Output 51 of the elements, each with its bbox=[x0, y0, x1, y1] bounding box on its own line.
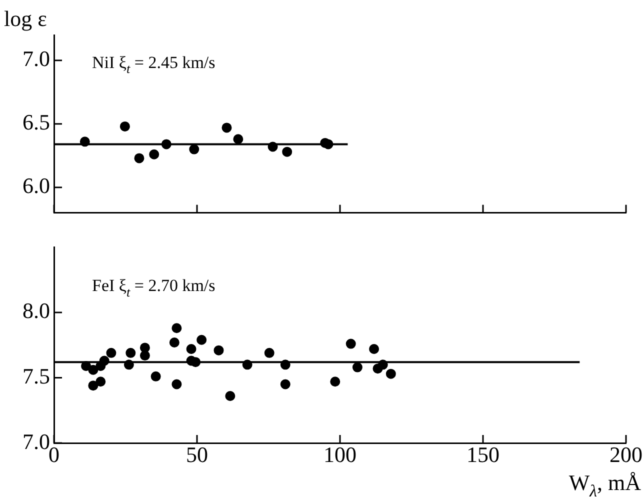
point bbox=[124, 360, 134, 370]
point bbox=[378, 360, 388, 370]
y-tick-label: 6.5 bbox=[22, 110, 50, 135]
point bbox=[172, 323, 182, 334]
point bbox=[106, 348, 116, 358]
point bbox=[190, 357, 201, 368]
x-tick-label: 50 bbox=[186, 442, 208, 467]
y-tick-label: 7.5 bbox=[22, 364, 50, 389]
x-tick-label: 150 bbox=[466, 442, 500, 467]
point bbox=[88, 364, 98, 375]
point bbox=[280, 360, 290, 370]
point bbox=[150, 371, 161, 382]
x-tick-label: 100 bbox=[324, 442, 356, 467]
point bbox=[172, 379, 182, 390]
point bbox=[186, 344, 196, 354]
point bbox=[140, 350, 150, 361]
y-tick-label: 6.0 bbox=[22, 173, 50, 198]
point bbox=[282, 146, 292, 157]
point bbox=[330, 376, 340, 387]
y-tick-label: 7.0 bbox=[22, 46, 50, 72]
point bbox=[225, 391, 236, 402]
point bbox=[96, 376, 106, 387]
point bbox=[120, 121, 130, 132]
point bbox=[280, 379, 290, 390]
y-axis-title: log ε bbox=[4, 6, 47, 31]
point bbox=[134, 153, 144, 164]
point bbox=[369, 344, 380, 354]
point bbox=[196, 334, 207, 345]
point bbox=[346, 338, 356, 349]
point bbox=[169, 337, 180, 348]
point bbox=[352, 362, 362, 372]
point bbox=[99, 356, 110, 366]
point bbox=[161, 139, 172, 150]
point bbox=[233, 134, 244, 144]
x-tick-label: 200 bbox=[610, 442, 642, 467]
point bbox=[222, 122, 232, 133]
point bbox=[126, 348, 136, 358]
point bbox=[189, 144, 200, 154]
y-tick-label: 8.0 bbox=[22, 298, 50, 324]
x-tick-label: 0 bbox=[48, 442, 60, 467]
point bbox=[88, 380, 98, 391]
point bbox=[323, 139, 334, 150]
point bbox=[242, 360, 252, 370]
point bbox=[214, 345, 224, 356]
point bbox=[268, 142, 278, 152]
point bbox=[386, 368, 396, 379]
point bbox=[149, 149, 160, 160]
y-tick-label: 7.0 bbox=[22, 428, 50, 454]
point bbox=[81, 360, 92, 371]
point bbox=[264, 348, 274, 358]
point bbox=[80, 136, 90, 147]
